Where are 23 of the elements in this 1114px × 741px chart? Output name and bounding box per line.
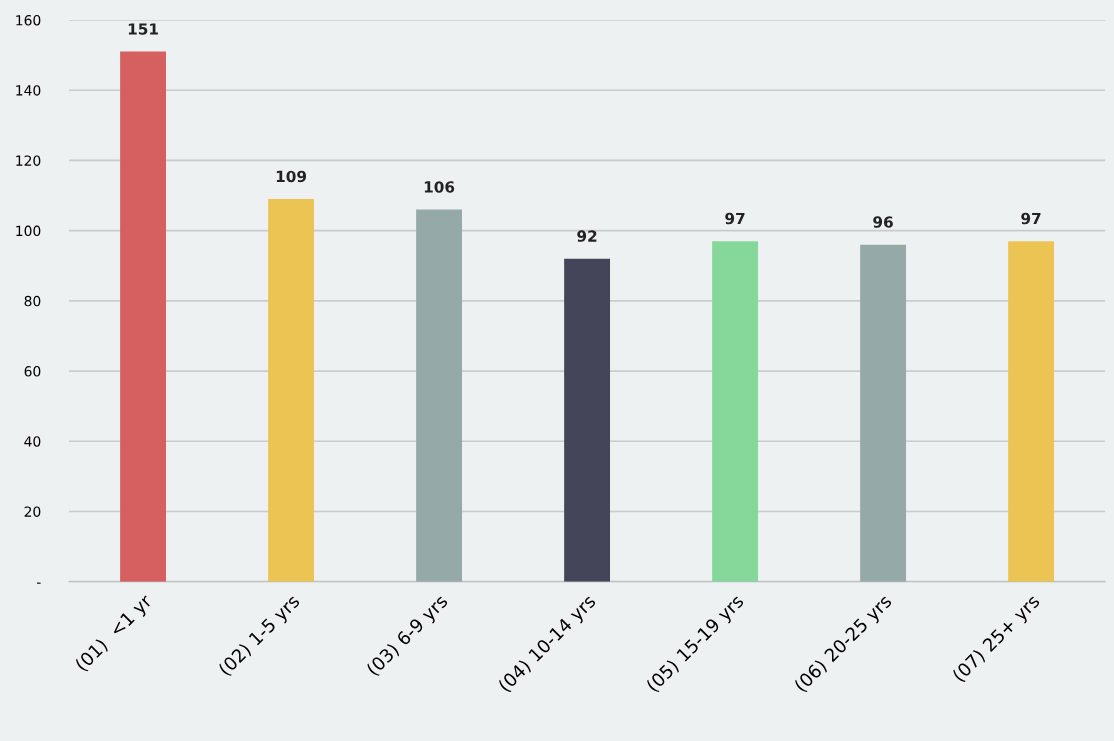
- y-tick-label: 20: [24, 506, 41, 517]
- data-label: 151: [128, 23, 158, 35]
- data-label: 96: [873, 216, 893, 228]
- bar: [268, 199, 315, 582]
- y-tick-label: 80: [24, 295, 41, 307]
- bar: [120, 51, 167, 582]
- y-tick-label: 160: [16, 14, 41, 26]
- bar: [1008, 241, 1055, 582]
- y-tick-label: 100: [16, 225, 41, 237]
- y-tick-label: 140: [16, 85, 41, 96]
- data-label: 92: [577, 230, 597, 242]
- y-tick-label: 120: [16, 155, 41, 166]
- bar: [712, 241, 759, 582]
- bar: [416, 209, 463, 582]
- y-tick-label: 40: [24, 436, 41, 447]
- bar: [564, 258, 611, 582]
- data-label: 97: [1021, 212, 1041, 225]
- y-tick-label: -: [36, 582, 41, 584]
- y-tick-label: 60: [24, 366, 41, 377]
- data-label: 109: [276, 170, 307, 183]
- data-label: 97: [725, 212, 745, 225]
- data-label: 106: [424, 181, 455, 193]
- bar: [860, 244, 907, 582]
